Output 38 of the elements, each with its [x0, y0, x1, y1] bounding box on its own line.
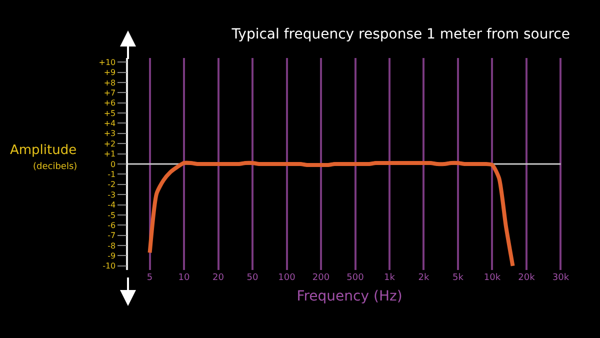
x-tick-label: 2k [418, 273, 430, 283]
x-tick-label: 20k [518, 273, 536, 283]
y-tick-label: +10 [98, 58, 116, 67]
x-tick-label: 30k [552, 273, 570, 283]
x-tick-label: 100 [278, 273, 296, 283]
y-tick-label: -8 [108, 241, 116, 250]
x-tick-label: 5 [146, 273, 153, 283]
chart-title: Typical frequency response 1 meter from source [230, 26, 570, 43]
y-tick-label: -6 [108, 220, 116, 230]
y-tick-label: 0 [110, 160, 116, 169]
y-tick-label: -7 [108, 231, 116, 240]
y-tick-label: -3 [108, 190, 116, 200]
y-tick-label: -2 [108, 180, 116, 190]
y-tick-label: -5 [108, 210, 116, 220]
x-axis-title: Frequency (Hz) [296, 288, 402, 304]
y-tick-label: +7 [104, 88, 116, 98]
y-tick-label: +2 [104, 139, 116, 148]
y-tick-label: -1 [108, 170, 116, 179]
y-tick-label: +9 [104, 68, 116, 78]
y-tick-label: -4 [108, 200, 116, 210]
y-axis-title: Amplitude (decibels) [10, 143, 78, 172]
x-tick-label: 500 [346, 273, 364, 283]
x-tick-label: 10k [484, 273, 502, 283]
x-tick-label: 50 [246, 273, 259, 283]
x-tick-label: 20 [212, 273, 224, 283]
y-tick-label: +8 [104, 78, 116, 88]
y-tick-label: +4 [104, 119, 116, 128]
x-tick-label: 10 [178, 273, 190, 283]
y-tick-label: -9 [108, 252, 116, 261]
x-tick-label: 200 [312, 273, 330, 283]
y-tick-label: +5 [104, 108, 116, 118]
x-tick-label: 1k [384, 273, 396, 283]
x-tick-label: 5k [452, 273, 464, 283]
y-tick-label: -10 [102, 262, 116, 271]
line-series [148, 160, 515, 268]
y-tick-label: +3 [104, 129, 116, 138]
y-tick-label: +6 [104, 98, 116, 108]
y-tick-label: +1 [104, 150, 116, 159]
